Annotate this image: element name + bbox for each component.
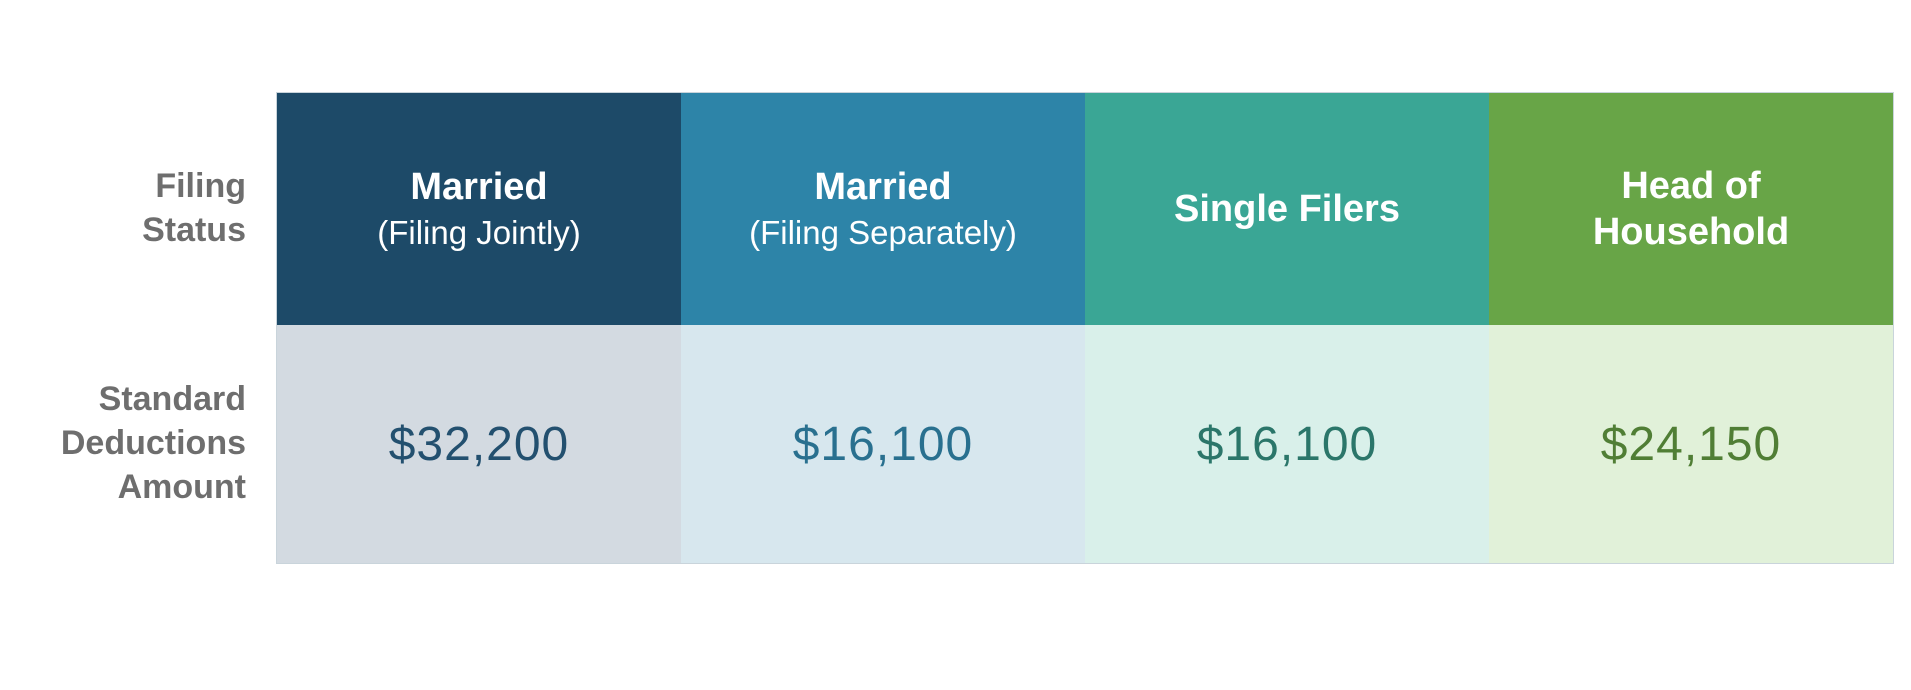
value-cell-married-filing-separately: $16,100 <box>681 325 1085 563</box>
filing-status-row-label: Filing Status <box>142 167 246 249</box>
deduction-value: $32,200 <box>388 417 570 471</box>
header-title: Single Filers <box>1174 188 1400 230</box>
standard-deductions-row-label: Standard Deductions Amount <box>60 380 246 506</box>
deduction-value: $16,100 <box>1196 417 1378 471</box>
value-cell-single-filers: $16,100 <box>1085 325 1489 563</box>
value-cell-head-of-household: $24,150 <box>1489 325 1893 563</box>
column-header-single-filers: Single Filers <box>1085 93 1489 325</box>
header-title: Married <box>814 166 952 208</box>
header-title: Married <box>410 166 548 208</box>
column-header-married-filing-jointly: Married (Filing Jointly) <box>277 93 681 325</box>
deduction-value: $24,150 <box>1600 417 1782 471</box>
deduction-value: $16,100 <box>792 417 974 471</box>
header-subtitle: (Filing Jointly) <box>377 214 581 251</box>
column-header-head-of-household: Head of Household <box>1489 93 1893 325</box>
row-label-column: Filing Status Standard Deductions Amount <box>0 92 276 564</box>
header-subtitle: (Filing Separately) <box>749 214 1017 251</box>
table-grid: Married (Filing Jointly) Married (Filing… <box>276 92 1894 564</box>
header-title: Head of Household <box>1592 165 1790 253</box>
deductions-table: Filing Status Standard Deductions Amount… <box>0 92 1894 564</box>
value-cell-married-filing-jointly: $32,200 <box>277 325 681 563</box>
column-header-married-filing-separately: Married (Filing Separately) <box>681 93 1085 325</box>
